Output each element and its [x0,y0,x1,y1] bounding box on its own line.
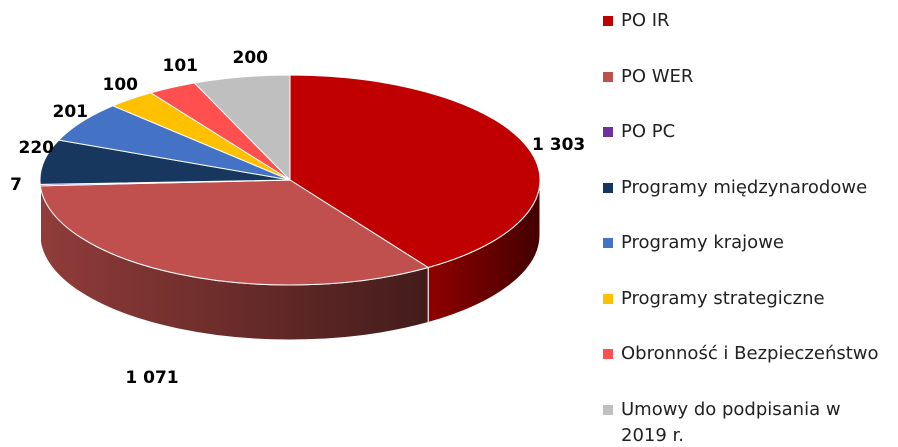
legend-swatch [603,404,613,415]
data-label: 1 071 [125,368,178,388]
data-label: 201 [53,102,89,122]
data-label: 7 [10,175,22,195]
legend-item: Programy strategiczne [600,286,898,342]
legend-label: PO IR [621,10,670,31]
data-label: 1 303 [532,135,585,155]
legend-item: PO WER [600,64,898,120]
legend-label: PO PC [621,121,676,142]
legend-label: Obronność i Bezpieczeństwo [621,343,879,364]
legend-item: Obronność i Bezpieczeństwo [600,341,898,397]
legend-label: Programy międzynarodowe [621,176,868,198]
legend: PO IR PO WER PO PC Programy międzynarodowe P… [600,8,898,447]
legend-swatch [603,293,613,304]
data-label: 200 [233,48,269,68]
legend-label: Programy krajowe [621,232,784,253]
legend-item: Programy krajowe [600,230,898,286]
legend-swatch [603,127,613,137]
slice [193,74,291,182]
legend-item: PO PC [600,119,898,175]
legend-item: Umowy do podpisania w 2019 r. [600,397,898,447]
slice [39,139,291,185]
legend-item: PO IR [600,8,898,64]
legend-swatch [603,182,613,193]
data-label: 100 [103,75,139,95]
legend-item: Programy międzynarodowe [600,175,898,231]
data-label: 220 [19,138,55,158]
legend-label: Umowy do podpisania w 2019 r. [621,398,841,446]
legend-swatch [603,349,613,359]
legend-swatch [603,71,613,82]
slice [39,179,430,286]
legend-label: Programy strategiczne [621,287,825,309]
data-label: 101 [163,56,199,76]
legend-label: PO WER [621,65,694,87]
legend-swatch [603,16,613,26]
pie-area: 1 303 1 071 7 220 201 100 101 200 [10,48,585,388]
legend-swatch [603,238,613,248]
